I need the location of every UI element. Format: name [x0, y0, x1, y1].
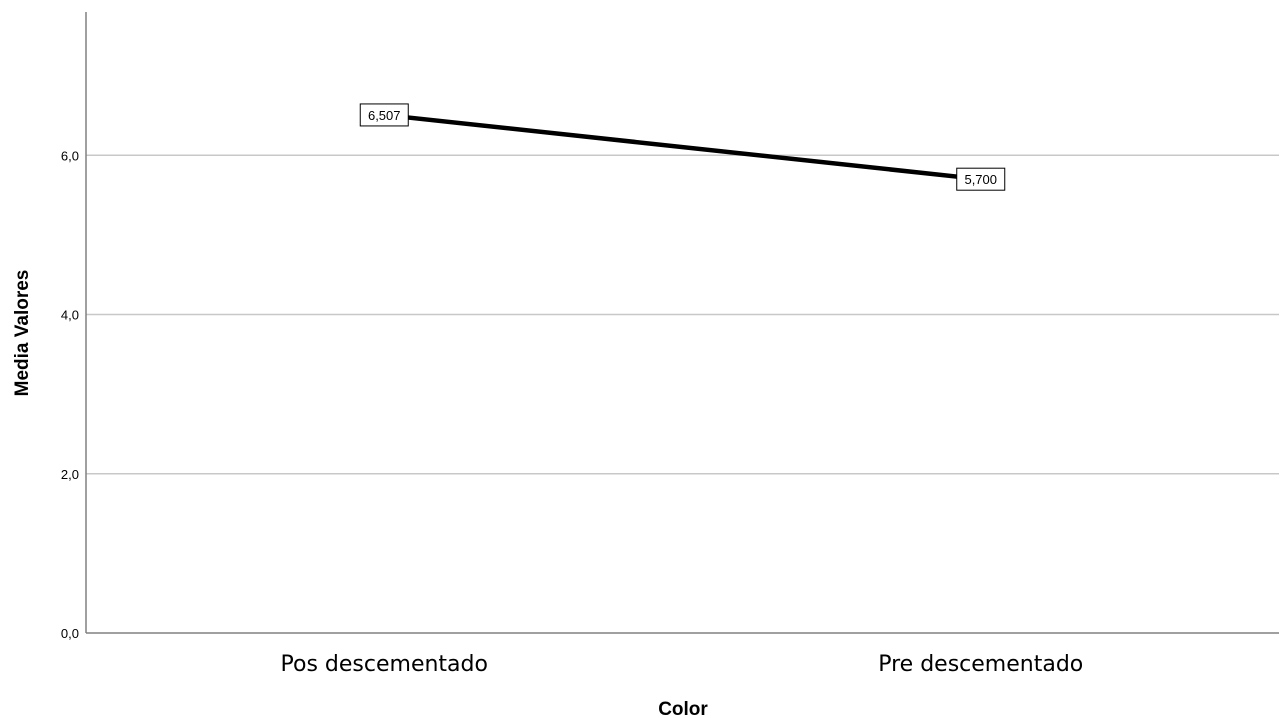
data-label-text: 6,507 — [368, 108, 401, 123]
data-label: 5,700 — [956, 167, 1006, 191]
series-line-group — [384, 112, 981, 182]
x-tick-label: Pre descementado — [878, 652, 1083, 677]
x-tick-label: Pos descementado — [281, 652, 488, 677]
data-label: 6,507 — [359, 103, 409, 127]
x-tick-labels: Pos descementado Pre descementado — [281, 652, 1084, 677]
y-tick-label: 0,0 — [61, 626, 79, 641]
y-tick-labels: 0,0 2,0 4,0 6,0 — [61, 148, 79, 641]
series-line — [384, 112, 981, 182]
gridlines — [86, 154, 1279, 475]
y-axis-title: Media Valores — [12, 270, 33, 397]
axes — [85, 12, 1279, 634]
y-tick-label: 2,0 — [61, 467, 79, 482]
data-label-box — [956, 167, 1006, 191]
data-labels: 6,507 5,700 — [359, 103, 1006, 191]
data-label-text: 5,700 — [964, 172, 997, 187]
y-tick-label: 6,0 — [61, 148, 79, 163]
y-tick-label: 4,0 — [61, 308, 79, 323]
x-axis-title: Color — [658, 699, 708, 718]
data-label-box — [359, 103, 409, 127]
